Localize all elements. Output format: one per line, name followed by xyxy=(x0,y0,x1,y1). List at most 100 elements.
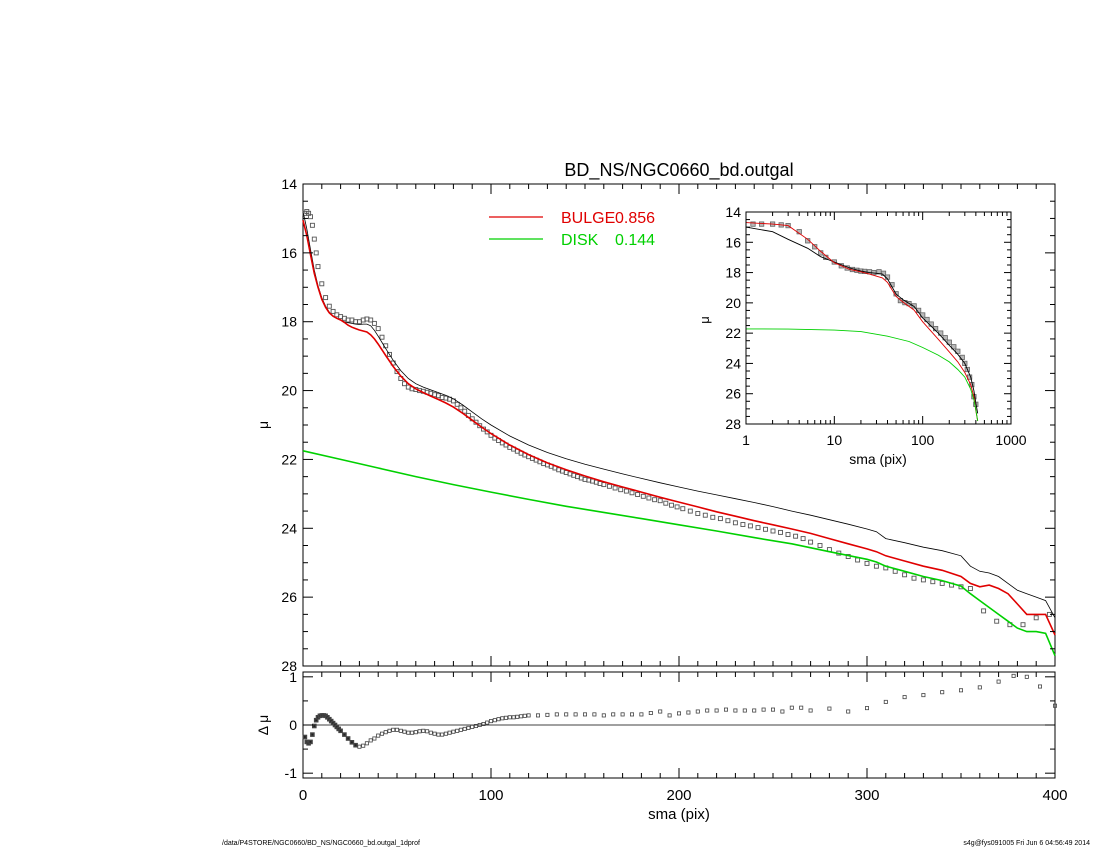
footer-file-path: /data/P4STORE/NGC0660/BD_NS/NGC0660_bd.o… xyxy=(222,840,420,847)
data-point xyxy=(702,512,708,518)
data-point xyxy=(387,351,392,357)
data-point xyxy=(326,303,332,309)
inset-x-tick-label: 1 xyxy=(742,432,750,448)
main-total-model-line xyxy=(302,211,1056,618)
residual-point xyxy=(312,723,317,729)
residual-point xyxy=(387,728,392,733)
data-point xyxy=(330,308,336,314)
data-point xyxy=(606,483,612,489)
residual-point xyxy=(473,724,478,729)
residual-points-layer xyxy=(302,673,1058,749)
inset-data-point xyxy=(942,335,948,341)
inset-data-point xyxy=(955,348,961,354)
data-point xyxy=(755,525,761,531)
x-tick-label: 200 xyxy=(666,787,691,804)
data-point xyxy=(725,518,731,524)
residual-point xyxy=(959,688,964,693)
data-point xyxy=(319,281,325,287)
data-point xyxy=(674,504,680,510)
residual-point xyxy=(940,690,945,695)
data-point xyxy=(680,506,686,512)
residual-point xyxy=(398,728,403,733)
residual-point xyxy=(752,708,757,713)
residual-point xyxy=(379,731,384,736)
residual-point xyxy=(677,711,682,716)
residual-point xyxy=(827,706,832,711)
data-point xyxy=(808,539,814,545)
x-tick-label: 100 xyxy=(478,787,503,804)
inset-x-tick-label: 10 xyxy=(827,432,843,448)
residual-point xyxy=(705,708,710,713)
inset-axis-ticks: 14 16 18 20 22 24 26 281 10 100 1000 xyxy=(725,204,1026,448)
residual-point xyxy=(466,725,471,730)
residual-y-tick-label: -1 xyxy=(285,765,298,781)
residual-point xyxy=(620,712,625,717)
residual-point xyxy=(686,710,691,715)
residual-point xyxy=(1038,684,1043,689)
residual-point xyxy=(338,728,343,734)
legend-value-bulge: 0.856 xyxy=(615,210,655,227)
residual-point xyxy=(592,712,597,717)
data-point xyxy=(732,520,738,526)
residual-point xyxy=(447,730,452,735)
residual-axis-ticks: 10-10 100 200 300 400 xyxy=(285,669,1068,804)
data-point xyxy=(309,222,315,228)
residual-point xyxy=(376,733,381,738)
residual-point xyxy=(808,708,813,713)
data-point xyxy=(454,401,460,407)
residual-point xyxy=(425,729,430,734)
data-point xyxy=(747,523,753,529)
legend: BULGE 0.856 DISK 0.144 xyxy=(489,210,655,249)
residual-point xyxy=(846,709,851,714)
residual-point xyxy=(308,739,313,745)
inset-y-tick-label: 14 xyxy=(725,204,741,220)
inset-data-point xyxy=(951,344,957,350)
residual-point xyxy=(310,732,315,737)
data-point xyxy=(394,369,400,375)
residual-point xyxy=(519,714,524,719)
main-y-tick-label: 18 xyxy=(281,314,297,330)
residual-point xyxy=(394,727,399,732)
residual-point xyxy=(421,728,426,733)
x-tick-label: 0 xyxy=(299,787,307,804)
inset-x-tick-label: 100 xyxy=(911,432,935,448)
residual-point xyxy=(733,708,738,713)
main-y-tick-label: 20 xyxy=(281,383,297,399)
residual-point xyxy=(1053,703,1058,708)
data-point xyxy=(994,618,1000,624)
inset-data-point xyxy=(750,221,756,227)
data-point xyxy=(477,423,483,429)
main-y-tick-label: 24 xyxy=(281,520,297,536)
residual-point xyxy=(583,712,588,717)
residual-point xyxy=(601,713,606,718)
data-point xyxy=(663,500,669,506)
inset-total-model-line xyxy=(745,226,979,414)
residual-point xyxy=(611,712,616,717)
residual-point xyxy=(462,726,467,731)
residual-point xyxy=(658,709,663,714)
residual-point xyxy=(865,706,870,711)
data-point xyxy=(770,528,776,534)
residual-point xyxy=(771,707,776,712)
data-point xyxy=(939,580,945,586)
residual-point xyxy=(372,736,377,741)
residual-point xyxy=(383,730,388,735)
data-point xyxy=(717,516,723,522)
legend-value-disk: 0.144 xyxy=(615,232,655,249)
residual-point xyxy=(977,685,982,690)
residual-point xyxy=(432,731,437,736)
residual-point xyxy=(406,730,411,735)
residual-point xyxy=(402,729,407,734)
residual-point xyxy=(342,732,347,737)
data-point xyxy=(930,579,936,585)
data-point xyxy=(864,560,870,566)
residual-point xyxy=(526,713,531,718)
residual-point xyxy=(761,707,766,712)
data-point xyxy=(623,488,629,494)
inset-disk-line xyxy=(745,328,979,422)
data-point xyxy=(652,497,658,503)
data-point xyxy=(902,572,908,578)
residual-point xyxy=(1011,673,1016,678)
data-point xyxy=(740,522,746,527)
